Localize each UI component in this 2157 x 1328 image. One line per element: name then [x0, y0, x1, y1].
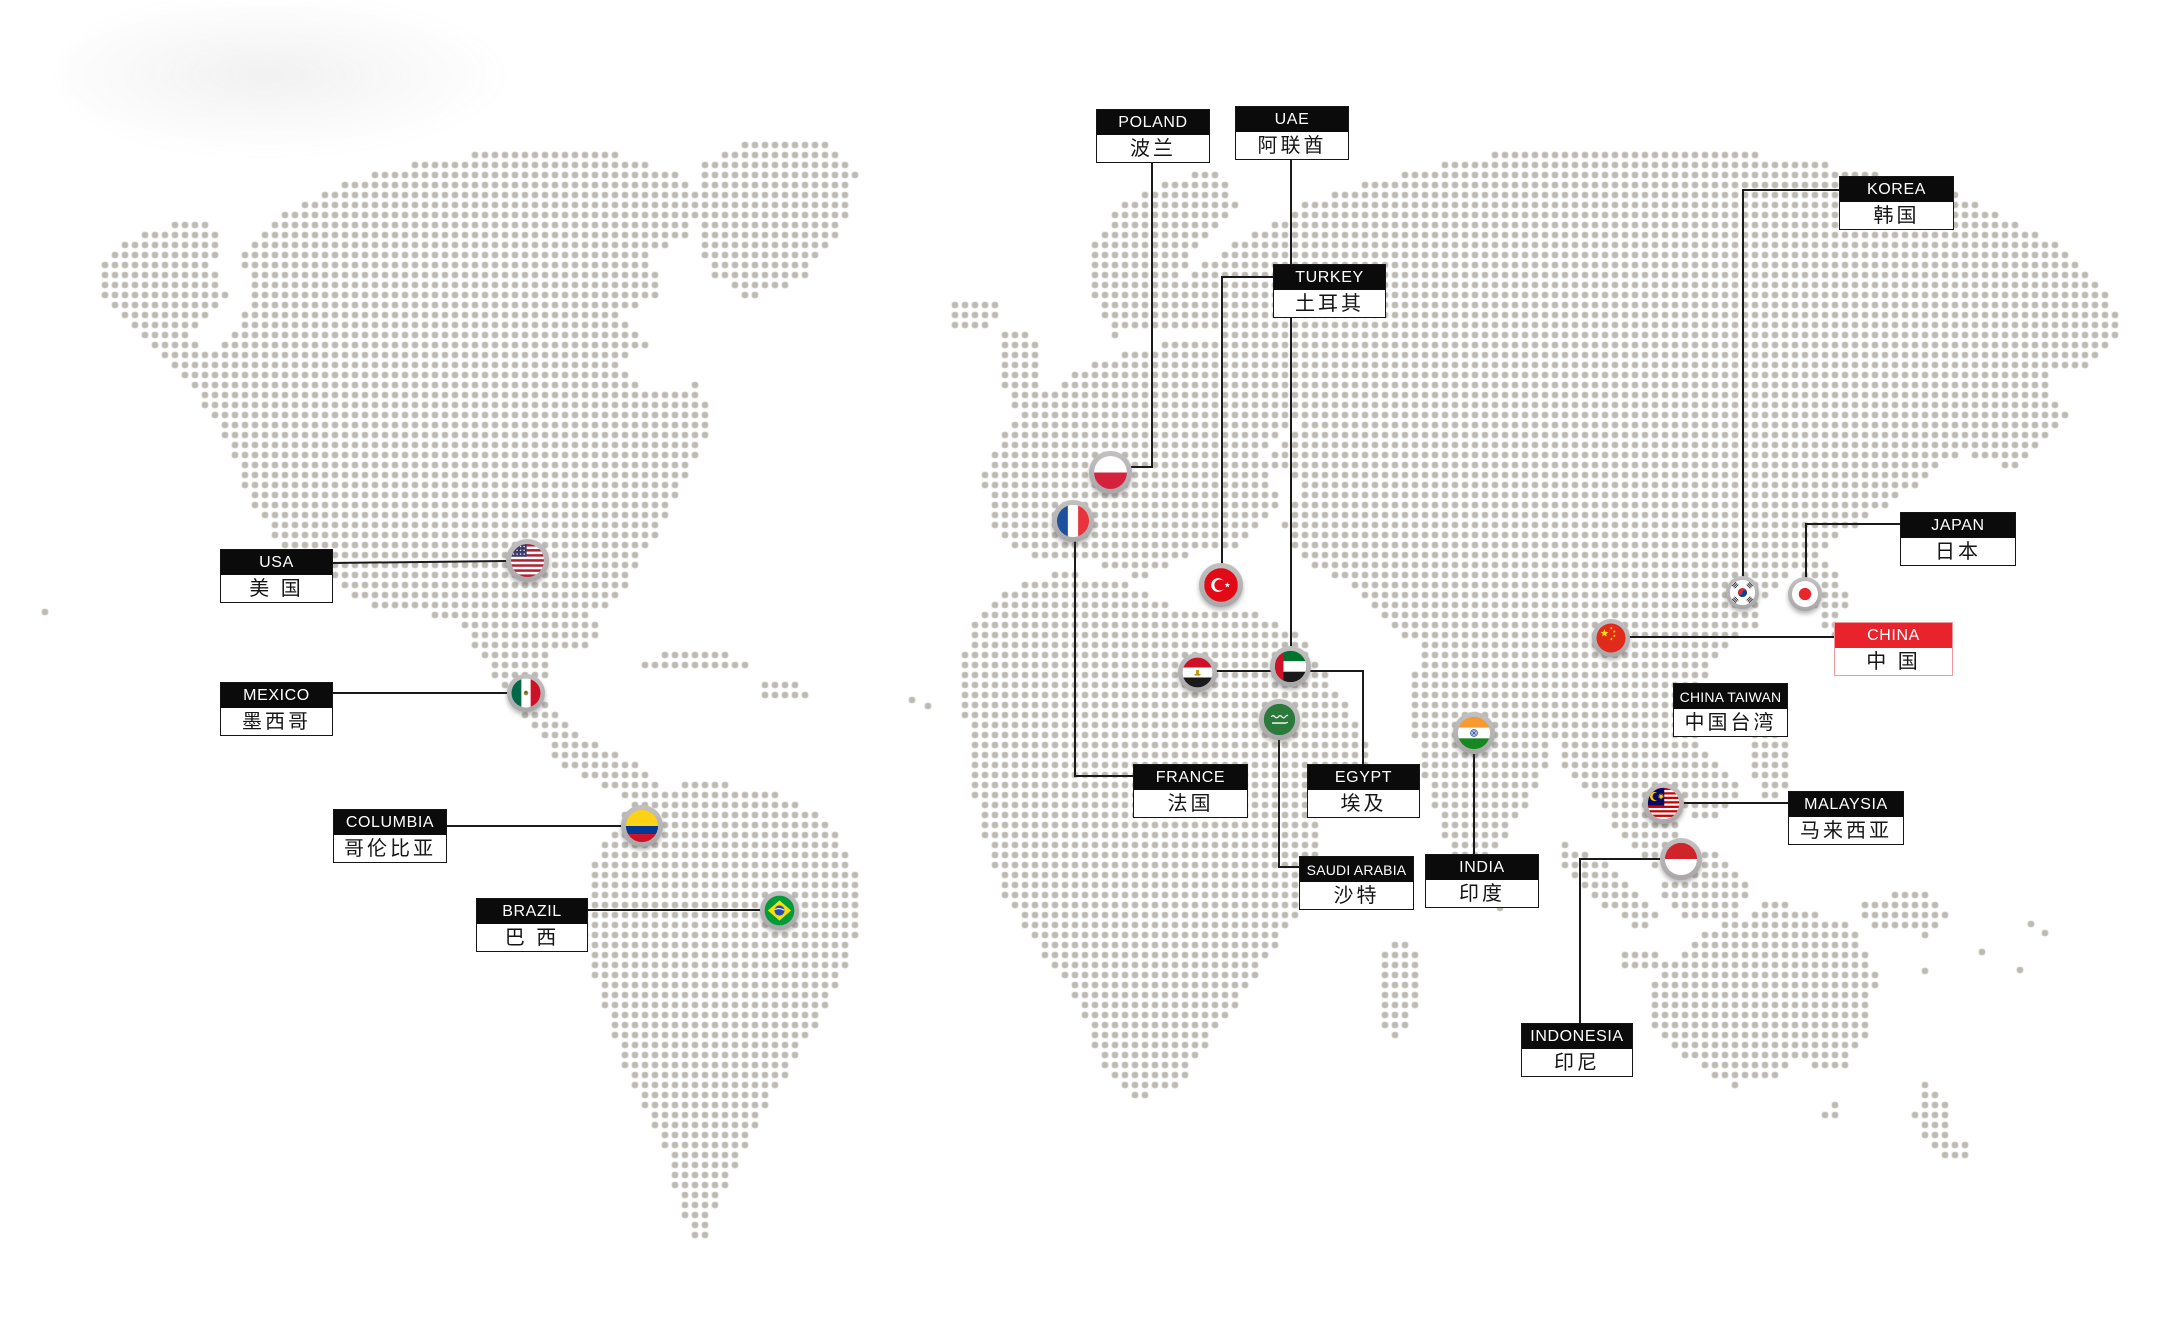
- mexico-flag-icon: [507, 674, 545, 712]
- china-flag-marker: [1592, 619, 1630, 657]
- korea-label-name-zh: 韩国: [1873, 205, 1920, 227]
- mexico-flag-marker: [507, 674, 545, 712]
- usa-label: USA 美 国: [220, 549, 333, 603]
- poland-connector-line: [1130, 162, 1153, 468]
- india-label-name-zh: 印度: [1459, 883, 1505, 905]
- malaysia-label-name-zh: 马来西亚: [1800, 820, 1892, 842]
- japan-label: JAPAN 日本: [1900, 512, 2016, 566]
- saudi-arabia-flag-marker: [1258, 698, 1300, 740]
- turkey-flag-marker: [1199, 563, 1243, 607]
- china-taiwan-label-name-en: CHINA TAIWAN: [1674, 684, 1787, 709]
- korea-flag-marker: [1725, 575, 1759, 609]
- turkey-label: TURKEY 土耳其: [1273, 264, 1386, 318]
- poland-label: POLAND 波兰: [1096, 109, 1210, 163]
- korea-connector-line: [1742, 189, 1839, 578]
- mexico-label-name-zh: 墨西哥: [242, 711, 311, 733]
- france-flag-icon: [1052, 500, 1094, 542]
- malaysia-label-name-en: MALAYSIA: [1789, 792, 1903, 817]
- malaysia-label: MALAYSIA 马来西亚: [1788, 791, 1904, 845]
- usa-flag-icon: [505, 538, 549, 582]
- columbia-flag-icon: [621, 805, 663, 847]
- poland-label-name-en: POLAND: [1097, 110, 1209, 135]
- china-taiwan-label: CHINA TAIWAN 中国台湾: [1673, 683, 1788, 737]
- usa-flag-marker: [505, 538, 549, 582]
- france-label: FRANCE 法国: [1133, 764, 1248, 818]
- china-label-name-zh: 中 国: [1866, 651, 1921, 673]
- india-label: INDIA 印度: [1425, 854, 1539, 908]
- saudi-arabia-label: SAUDI ARABIA 沙特: [1299, 856, 1414, 910]
- indonesia-connector-line: [1579, 858, 1661, 1024]
- poland-flag-icon: [1088, 450, 1132, 494]
- indonesia-flag-marker: [1660, 838, 1702, 880]
- india-flag-icon: [1453, 712, 1495, 754]
- indonesia-label: INDONESIA 印尼: [1521, 1023, 1633, 1077]
- background-smudge: [60, 0, 520, 160]
- egypt-flag-marker: [1177, 652, 1217, 692]
- malaysia-flag-icon: [1642, 782, 1684, 824]
- india-flag-marker: [1453, 712, 1495, 754]
- indonesia-label-name-en: INDONESIA: [1522, 1024, 1632, 1049]
- egypt-connector-line: [1216, 670, 1364, 765]
- columbia-label: COLUMBIA 哥伦比亚: [333, 809, 447, 863]
- china-label-name-en: CHINA: [1835, 623, 1952, 648]
- turkey-label-name-en: TURKEY: [1274, 265, 1385, 290]
- uae-label-name-zh: 阿联酋: [1257, 135, 1327, 157]
- japan-flag-icon: [1788, 577, 1822, 611]
- columbia-label-name-zh: 哥伦比亚: [344, 838, 436, 860]
- korea-label: KOREA 韩国: [1839, 176, 1954, 230]
- columbia-label-name-en: COLUMBIA: [334, 810, 446, 835]
- france-flag-marker: [1052, 500, 1094, 542]
- egypt-label-name-en: EGYPT: [1308, 765, 1419, 790]
- egypt-label: EGYPT 埃及: [1307, 764, 1420, 818]
- china-label: CHINA 中 国: [1834, 622, 1953, 676]
- usa-label-name-zh: 美 国: [249, 578, 304, 600]
- uae-label-name-en: UAE: [1236, 107, 1348, 132]
- korea-flag-icon: [1725, 575, 1759, 609]
- poland-flag-marker: [1088, 450, 1132, 494]
- usa-connector-line: [331, 560, 508, 564]
- poland-label-name-zh: 波兰: [1130, 138, 1176, 160]
- japan-label-name-zh: 日本: [1935, 541, 1981, 563]
- china-taiwan-label-name-zh: 中国台湾: [1684, 712, 1777, 734]
- turkey-flag-icon: [1199, 563, 1243, 607]
- saudi-arabia-flag-icon: [1258, 698, 1300, 740]
- turkey-label-name-zh: 土耳其: [1295, 293, 1364, 315]
- usa-label-name-en: USA: [221, 550, 332, 575]
- saudi-arabia-label-name-zh: 沙特: [1333, 885, 1380, 907]
- saudi-arabia-label-name-en: SAUDI ARABIA: [1300, 857, 1413, 882]
- brazil-flag-marker: [759, 890, 799, 930]
- france-label-name-en: FRANCE: [1134, 765, 1247, 790]
- china-flag-icon: [1592, 619, 1630, 657]
- india-label-name-en: INDIA: [1426, 855, 1538, 880]
- france-label-name-zh: 法国: [1167, 793, 1214, 815]
- korea-label-name-en: KOREA: [1840, 177, 1953, 202]
- egypt-flag-icon: [1177, 652, 1217, 692]
- indonesia-flag-icon: [1660, 838, 1702, 880]
- uae-flag-marker: [1269, 645, 1311, 687]
- france-connector-line: [1074, 541, 1133, 777]
- uae-label: UAE 阿联酋: [1235, 106, 1349, 160]
- saudi-arabia-connector-line: [1278, 739, 1299, 868]
- malaysia-flag-marker: [1642, 782, 1684, 824]
- egypt-label-name-zh: 埃及: [1340, 793, 1387, 815]
- mexico-label: MEXICO 墨西哥: [220, 682, 333, 736]
- brazil-label-name-zh: 巴 西: [504, 927, 560, 949]
- uae-flag-icon: [1269, 645, 1311, 687]
- columbia-flag-marker: [621, 805, 663, 847]
- japan-flag-marker: [1788, 577, 1822, 611]
- japan-label-name-en: JAPAN: [1901, 513, 2015, 538]
- turkey-connector-line: [1221, 276, 1273, 565]
- indonesia-label-name-zh: 印尼: [1554, 1052, 1600, 1074]
- brazil-label-name-en: BRAZIL: [477, 899, 587, 924]
- brazil-label: BRAZIL 巴 西: [476, 898, 588, 952]
- brazil-flag-icon: [759, 890, 799, 930]
- japan-connector-line: [1805, 523, 1900, 579]
- mexico-label-name-en: MEXICO: [221, 683, 332, 708]
